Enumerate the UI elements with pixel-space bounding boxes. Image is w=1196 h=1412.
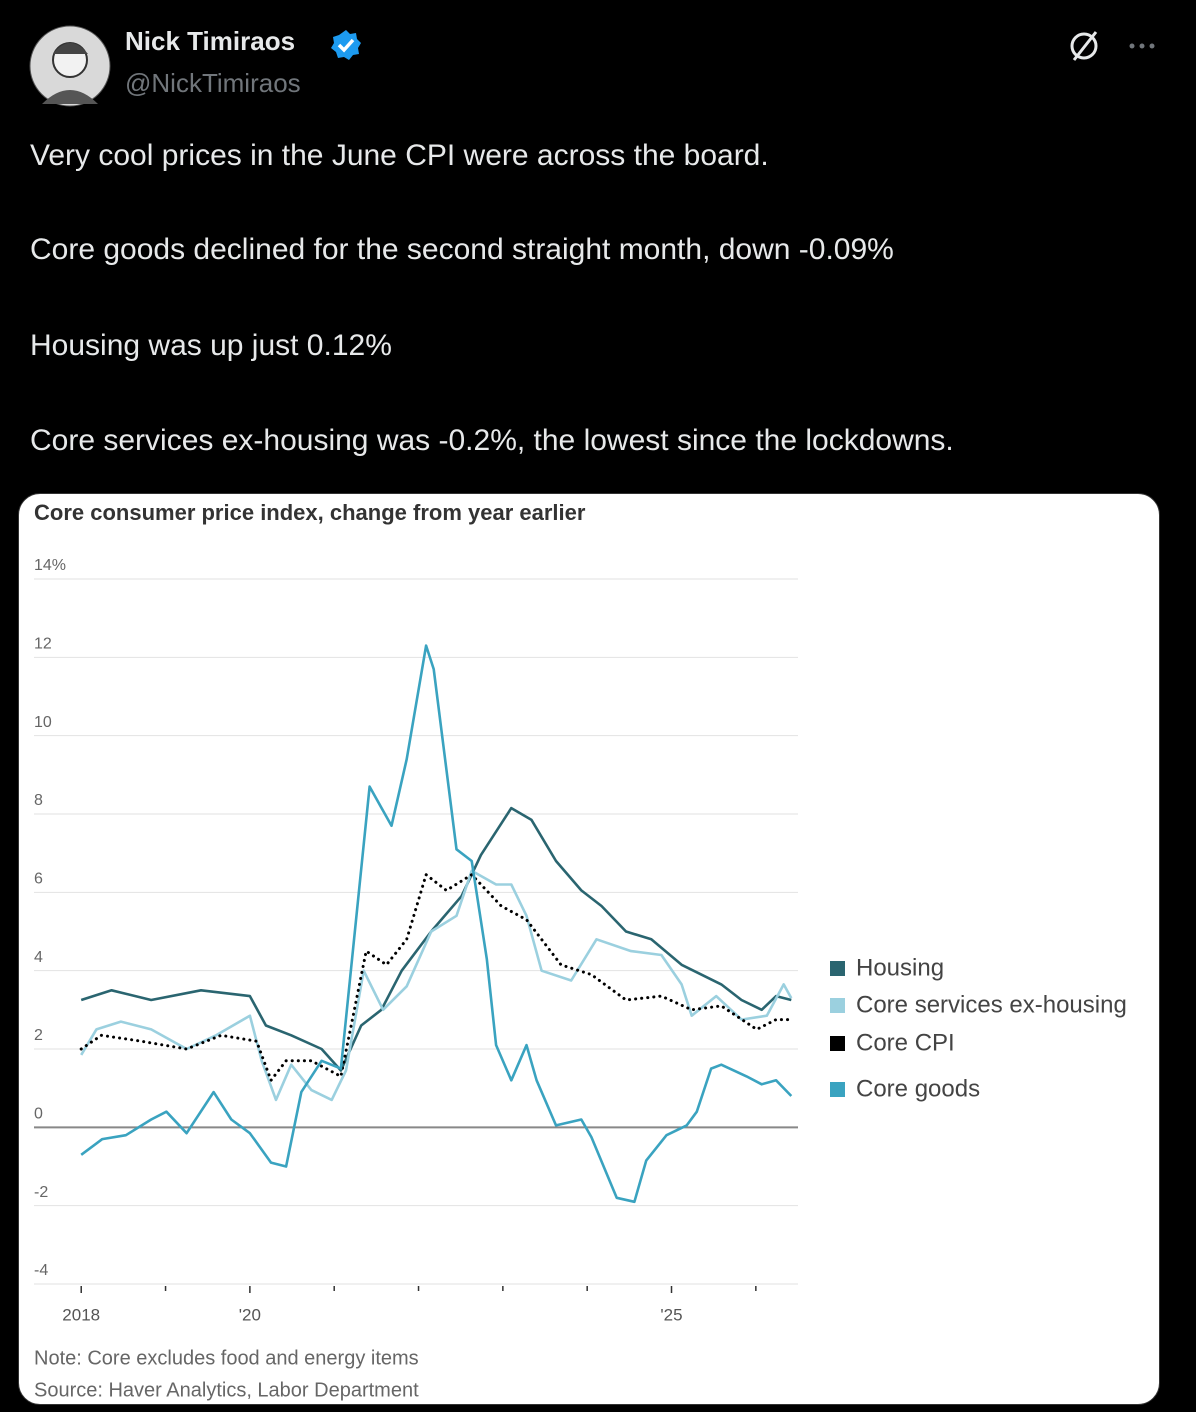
legend-label: Core goods bbox=[856, 1075, 980, 1102]
y-tick-label: -2 bbox=[34, 1184, 48, 1201]
y-tick-label: 12 bbox=[34, 636, 52, 653]
media-card[interactable]: Core consumer price index, change from y… bbox=[18, 493, 1160, 1405]
y-tick-label: 4 bbox=[34, 949, 43, 966]
series-line bbox=[80, 869, 793, 1102]
series-line bbox=[80, 806, 792, 1072]
x-tick-label: '20 bbox=[239, 1305, 261, 1324]
legend-label: Core CPI bbox=[856, 1029, 955, 1056]
avatar[interactable] bbox=[28, 24, 112, 108]
y-tick-label: 14% bbox=[34, 557, 66, 574]
verified-badge bbox=[331, 30, 361, 60]
x-tick-label: '25 bbox=[660, 1305, 682, 1324]
chart-source: Source: Haver Analytics, Labor Departmen… bbox=[34, 1379, 419, 1401]
legend-swatch bbox=[830, 1036, 845, 1051]
handle[interactable]: @NickTimiraos bbox=[125, 68, 301, 98]
display-name[interactable]: Nick Timiraos bbox=[125, 26, 296, 56]
legend-swatch bbox=[830, 961, 845, 976]
chart-title: Core consumer price index, change from y… bbox=[34, 500, 586, 525]
y-tick-label: -4 bbox=[34, 1262, 48, 1279]
chart-note: Note: Core excludes food and energy item… bbox=[34, 1347, 419, 1369]
chart: Core consumer price index, change from y… bbox=[34, 500, 1127, 1401]
y-tick-label: 6 bbox=[34, 871, 43, 888]
y-tick-label: 10 bbox=[34, 714, 52, 731]
tweet-text: Core goods declined for the second strai… bbox=[30, 233, 894, 266]
tweet-text: Very cool prices in the June CPI were ac… bbox=[30, 139, 769, 172]
legend-swatch bbox=[830, 1082, 845, 1097]
y-tick-label: 2 bbox=[34, 1027, 43, 1044]
more-button[interactable] bbox=[1129, 43, 1155, 49]
tweet-text: Core services ex-housing was -0.2%, the … bbox=[30, 424, 954, 457]
legend-label: Core services ex-housing bbox=[856, 991, 1127, 1018]
series-line bbox=[80, 644, 793, 1204]
legend-swatch bbox=[830, 998, 845, 1013]
y-tick-label: 8 bbox=[34, 792, 43, 809]
series-line bbox=[79, 873, 793, 1082]
header-icons bbox=[1070, 31, 1155, 61]
grok-icon[interactable] bbox=[1070, 31, 1098, 61]
y-tick-label: 0 bbox=[34, 1106, 43, 1123]
tweet-text: Housing was up just 0.12% bbox=[30, 329, 392, 362]
legend-label: Housing bbox=[856, 954, 944, 981]
x-tick-label: 2018 bbox=[62, 1305, 100, 1324]
